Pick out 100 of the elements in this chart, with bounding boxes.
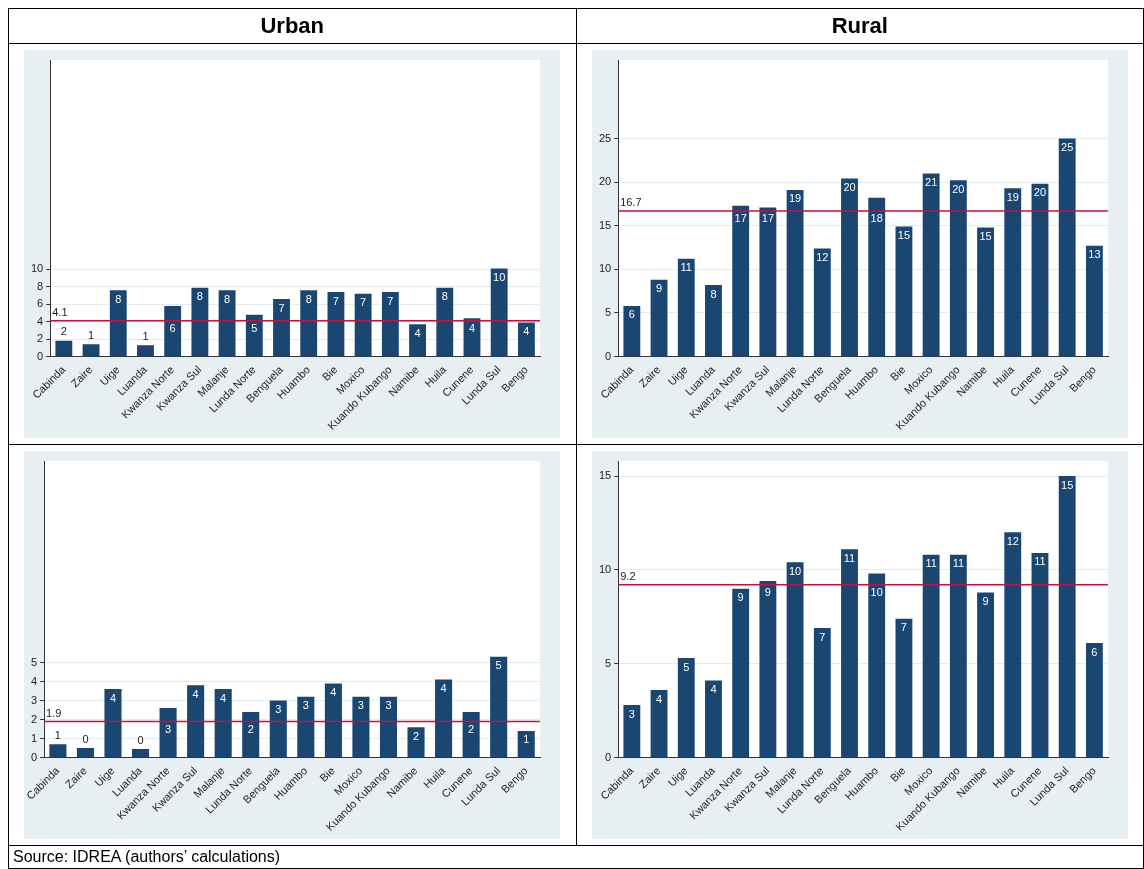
x-tick-label: Bie [320, 363, 340, 384]
y-tick-label: 2 [37, 332, 44, 345]
data-label: 1 [88, 328, 95, 341]
ref-line-label: 4.1 [52, 306, 68, 319]
data-label: 4 [110, 691, 117, 704]
bar [759, 581, 777, 758]
bar [132, 748, 150, 758]
bar [49, 744, 67, 758]
bar [922, 554, 940, 758]
bar [895, 618, 913, 758]
y-tick-label: 0 [604, 349, 611, 362]
bar [436, 287, 454, 357]
bar [840, 178, 858, 357]
bar [677, 258, 695, 357]
data-label: 8 [710, 287, 717, 300]
data-label: 6 [1091, 645, 1098, 658]
data-label: 9 [655, 282, 662, 295]
data-label: 3 [303, 699, 310, 712]
ref-line-label: 1.9 [46, 706, 62, 719]
bar [704, 285, 722, 357]
data-label: 20 [951, 182, 965, 195]
bar [1031, 183, 1049, 357]
bar [517, 730, 536, 758]
data-label: 6 [169, 322, 176, 335]
data-label: 11 [952, 557, 964, 570]
y-tick-label: 5 [604, 305, 611, 318]
bar [731, 588, 749, 758]
data-label: 5 [251, 322, 258, 335]
bar [1031, 552, 1049, 758]
data-label: 4 [330, 685, 337, 698]
bar [273, 298, 291, 357]
bar [164, 305, 182, 357]
data-label: 21 [924, 175, 938, 188]
data-label: 4 [192, 687, 199, 700]
data-label: 7 [360, 296, 367, 309]
data-label: 11 [680, 261, 692, 274]
data-label: 15 [1060, 478, 1074, 491]
bar [623, 305, 641, 357]
data-label: 2 [61, 325, 68, 338]
y-tick-label: 20 [598, 175, 611, 188]
bar [191, 287, 209, 357]
data-label: 9 [764, 586, 771, 599]
y-tick-label: 10 [31, 262, 44, 275]
data-label: 4 [523, 325, 530, 338]
bar [813, 628, 831, 758]
y-tick-label: 3 [31, 693, 38, 706]
ref-line-label: 9.2 [619, 570, 636, 583]
y-tick-label: 4 [37, 314, 44, 327]
data-label: 15 [897, 229, 910, 242]
y-tick-label: 25 [598, 131, 611, 144]
bar [246, 314, 263, 357]
bar [1058, 138, 1076, 357]
y-tick-label: 5 [31, 655, 38, 668]
data-label: 10 [788, 564, 801, 577]
bar [297, 696, 315, 758]
data-label: 2 [413, 729, 420, 742]
data-label: 12 [815, 250, 829, 263]
bar [704, 680, 722, 758]
x-tick-label: Uige [665, 363, 690, 388]
data-label: 19 [788, 192, 801, 205]
bar [104, 689, 122, 758]
data-label: 7 [278, 301, 285, 314]
data-label: 13 [1088, 248, 1101, 261]
bar [242, 711, 260, 758]
bar [759, 207, 777, 357]
bar [650, 279, 668, 357]
bar [352, 696, 370, 758]
bar [949, 554, 967, 758]
bar [409, 324, 427, 357]
data-label: 3 [385, 699, 392, 712]
bar [786, 562, 804, 758]
data-label: 9 [737, 591, 744, 604]
y-tick-label: 6 [37, 297, 44, 310]
data-label: 17 [734, 212, 747, 225]
data-label: 4 [655, 692, 662, 705]
bar [490, 656, 508, 758]
bar [491, 268, 508, 357]
bar [214, 689, 232, 758]
bar [786, 189, 804, 357]
bar [435, 679, 453, 758]
bar [1004, 188, 1021, 357]
y-tick-label: 0 [31, 750, 38, 763]
data-label: 1 [523, 733, 530, 746]
data-label: 7 [818, 630, 826, 643]
data-label: 10 [870, 586, 883, 599]
data-label: 11 [1034, 555, 1046, 568]
data-label: 3 [628, 707, 635, 720]
bar [677, 658, 695, 758]
data-label: 20 [843, 181, 856, 194]
bar [623, 704, 641, 758]
bar [1004, 532, 1021, 758]
data-label: 8 [305, 292, 313, 305]
bar [77, 748, 95, 758]
data-label: 4 [414, 326, 421, 339]
data-label: 9 [982, 594, 989, 607]
y-tick-label: 2 [31, 712, 38, 725]
data-label: 5 [495, 659, 502, 672]
data-label: 1 [142, 329, 149, 342]
data-label: 11 [925, 557, 937, 570]
bar [650, 689, 668, 758]
